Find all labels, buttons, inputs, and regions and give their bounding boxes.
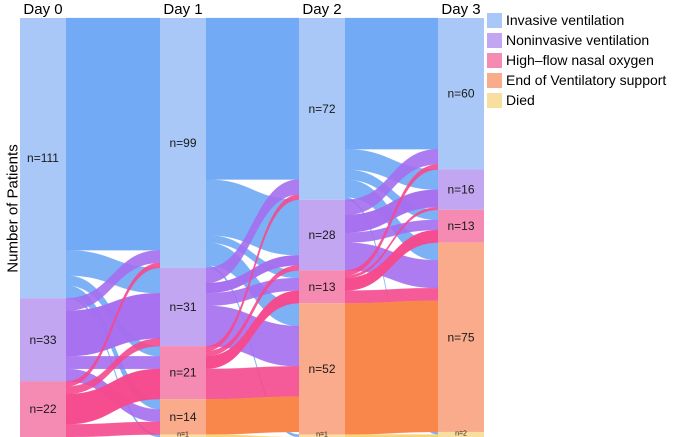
- node-label-day3-end: n=75: [447, 330, 474, 344]
- node-layer: [20, 18, 484, 437]
- node-iv-day3: [438, 18, 484, 170]
- node-niv-day0: [20, 298, 66, 382]
- legend-label-hfno: High–flow nasal oxygen: [506, 52, 654, 68]
- legend-swatch-end: [487, 72, 502, 88]
- flow-died-to-died-day1: [205, 434, 300, 437]
- node-label-day0-iv: n=111: [27, 151, 59, 165]
- node-label-day2-died: n=1: [316, 432, 328, 437]
- node-label-day3-iv: n=60: [447, 87, 474, 101]
- node-label-day1-end: n=14: [169, 410, 196, 424]
- node-hfno-day1: [160, 346, 206, 400]
- node-label-day1-niv: n=31: [169, 300, 196, 314]
- node-label-day1-died: n=1: [177, 432, 189, 437]
- node-hfno-day3: [438, 209, 484, 243]
- node-died-day2: [299, 434, 345, 437]
- node-iv-day1: [160, 18, 206, 268]
- flow-hfno-to-end-day1: [205, 366, 300, 400]
- legend-label-died: Died: [506, 92, 535, 108]
- node-died-day3: [438, 431, 484, 437]
- flow-layer: [65, 17, 439, 437]
- legend: Invasive ventilation Noninvasive ventila…: [487, 10, 666, 110]
- node-label-day3-niv: n=16: [447, 183, 474, 197]
- stage-label-day2: Day 2: [302, 1, 341, 18]
- node-end-day3: [438, 242, 484, 432]
- flow-end-to-end-day2: [344, 300, 439, 435]
- node-label-day0-hfno: n=22: [29, 402, 56, 416]
- flow-died-to-died-day2: [344, 434, 439, 437]
- stage-label-day1: Day 1: [163, 1, 202, 18]
- node-label-day3-hfno: n=13: [447, 219, 474, 233]
- label-layer: n=111 n=33 n=22 n=99 n=31 n=21 n=14 n=1 n=72 n=28…: [23, 1, 480, 437]
- node-end-day1: [160, 399, 206, 435]
- node-label-day2-niv: n=28: [308, 228, 335, 242]
- flow-iv-to-iv-day0: [65, 17, 161, 251]
- stage-label-day0: Day 0: [23, 1, 62, 18]
- legend-item-hfno: High–flow nasal oxygen: [487, 50, 666, 70]
- node-died-day1: [160, 434, 206, 437]
- node-niv-day2: [299, 199, 345, 271]
- flow-iv-to-iv-day2: [344, 17, 439, 150]
- node-end-day2: [299, 303, 345, 435]
- flow-iv-to-iv-day1: [205, 17, 300, 180]
- legend-swatch-invasive: [487, 12, 502, 28]
- flow-hfno-to-end-day0: [65, 421, 161, 437]
- node-iv-day0: [20, 18, 66, 299]
- node-label-day2-hfno: n=13: [308, 280, 335, 294]
- legend-label-noninvasive: Noninvasive ventilation: [506, 32, 650, 48]
- legend-swatch-noninvasive: [487, 32, 502, 48]
- legend-item-died: Died: [487, 90, 666, 110]
- legend-label-end: End of Ventilatory support: [506, 72, 667, 88]
- flow-end-to-end-day1: [205, 396, 300, 435]
- legend-item-noninvasive: Noninvasive ventilation: [487, 30, 666, 50]
- y-axis-label: Number of Patients: [4, 144, 22, 273]
- node-hfno-day2: [299, 270, 345, 304]
- node-label-day0-niv: n=33: [29, 333, 56, 347]
- node-label-day2-end: n=52: [308, 362, 335, 376]
- legend-item-invasive: Invasive ventilation: [487, 10, 666, 30]
- node-label-day2-iv: n=72: [308, 102, 335, 116]
- node-iv-day2: [299, 18, 345, 200]
- node-niv-day3: [438, 169, 484, 210]
- node-label-day1-iv: n=99: [169, 136, 196, 150]
- node-label-day1-hfno: n=21: [169, 366, 196, 380]
- legend-item-end: End of Ventilatory support: [487, 70, 666, 90]
- legend-swatch-hfno: [487, 52, 502, 68]
- legend-label-invasive: Invasive ventilation: [506, 12, 625, 28]
- node-hfno-day0: [20, 381, 66, 437]
- node-niv-day1: [160, 267, 206, 347]
- node-label-day3-died: n=2: [455, 430, 467, 437]
- stage-label-day3: Day 3: [441, 1, 480, 18]
- legend-swatch-died: [487, 92, 502, 108]
